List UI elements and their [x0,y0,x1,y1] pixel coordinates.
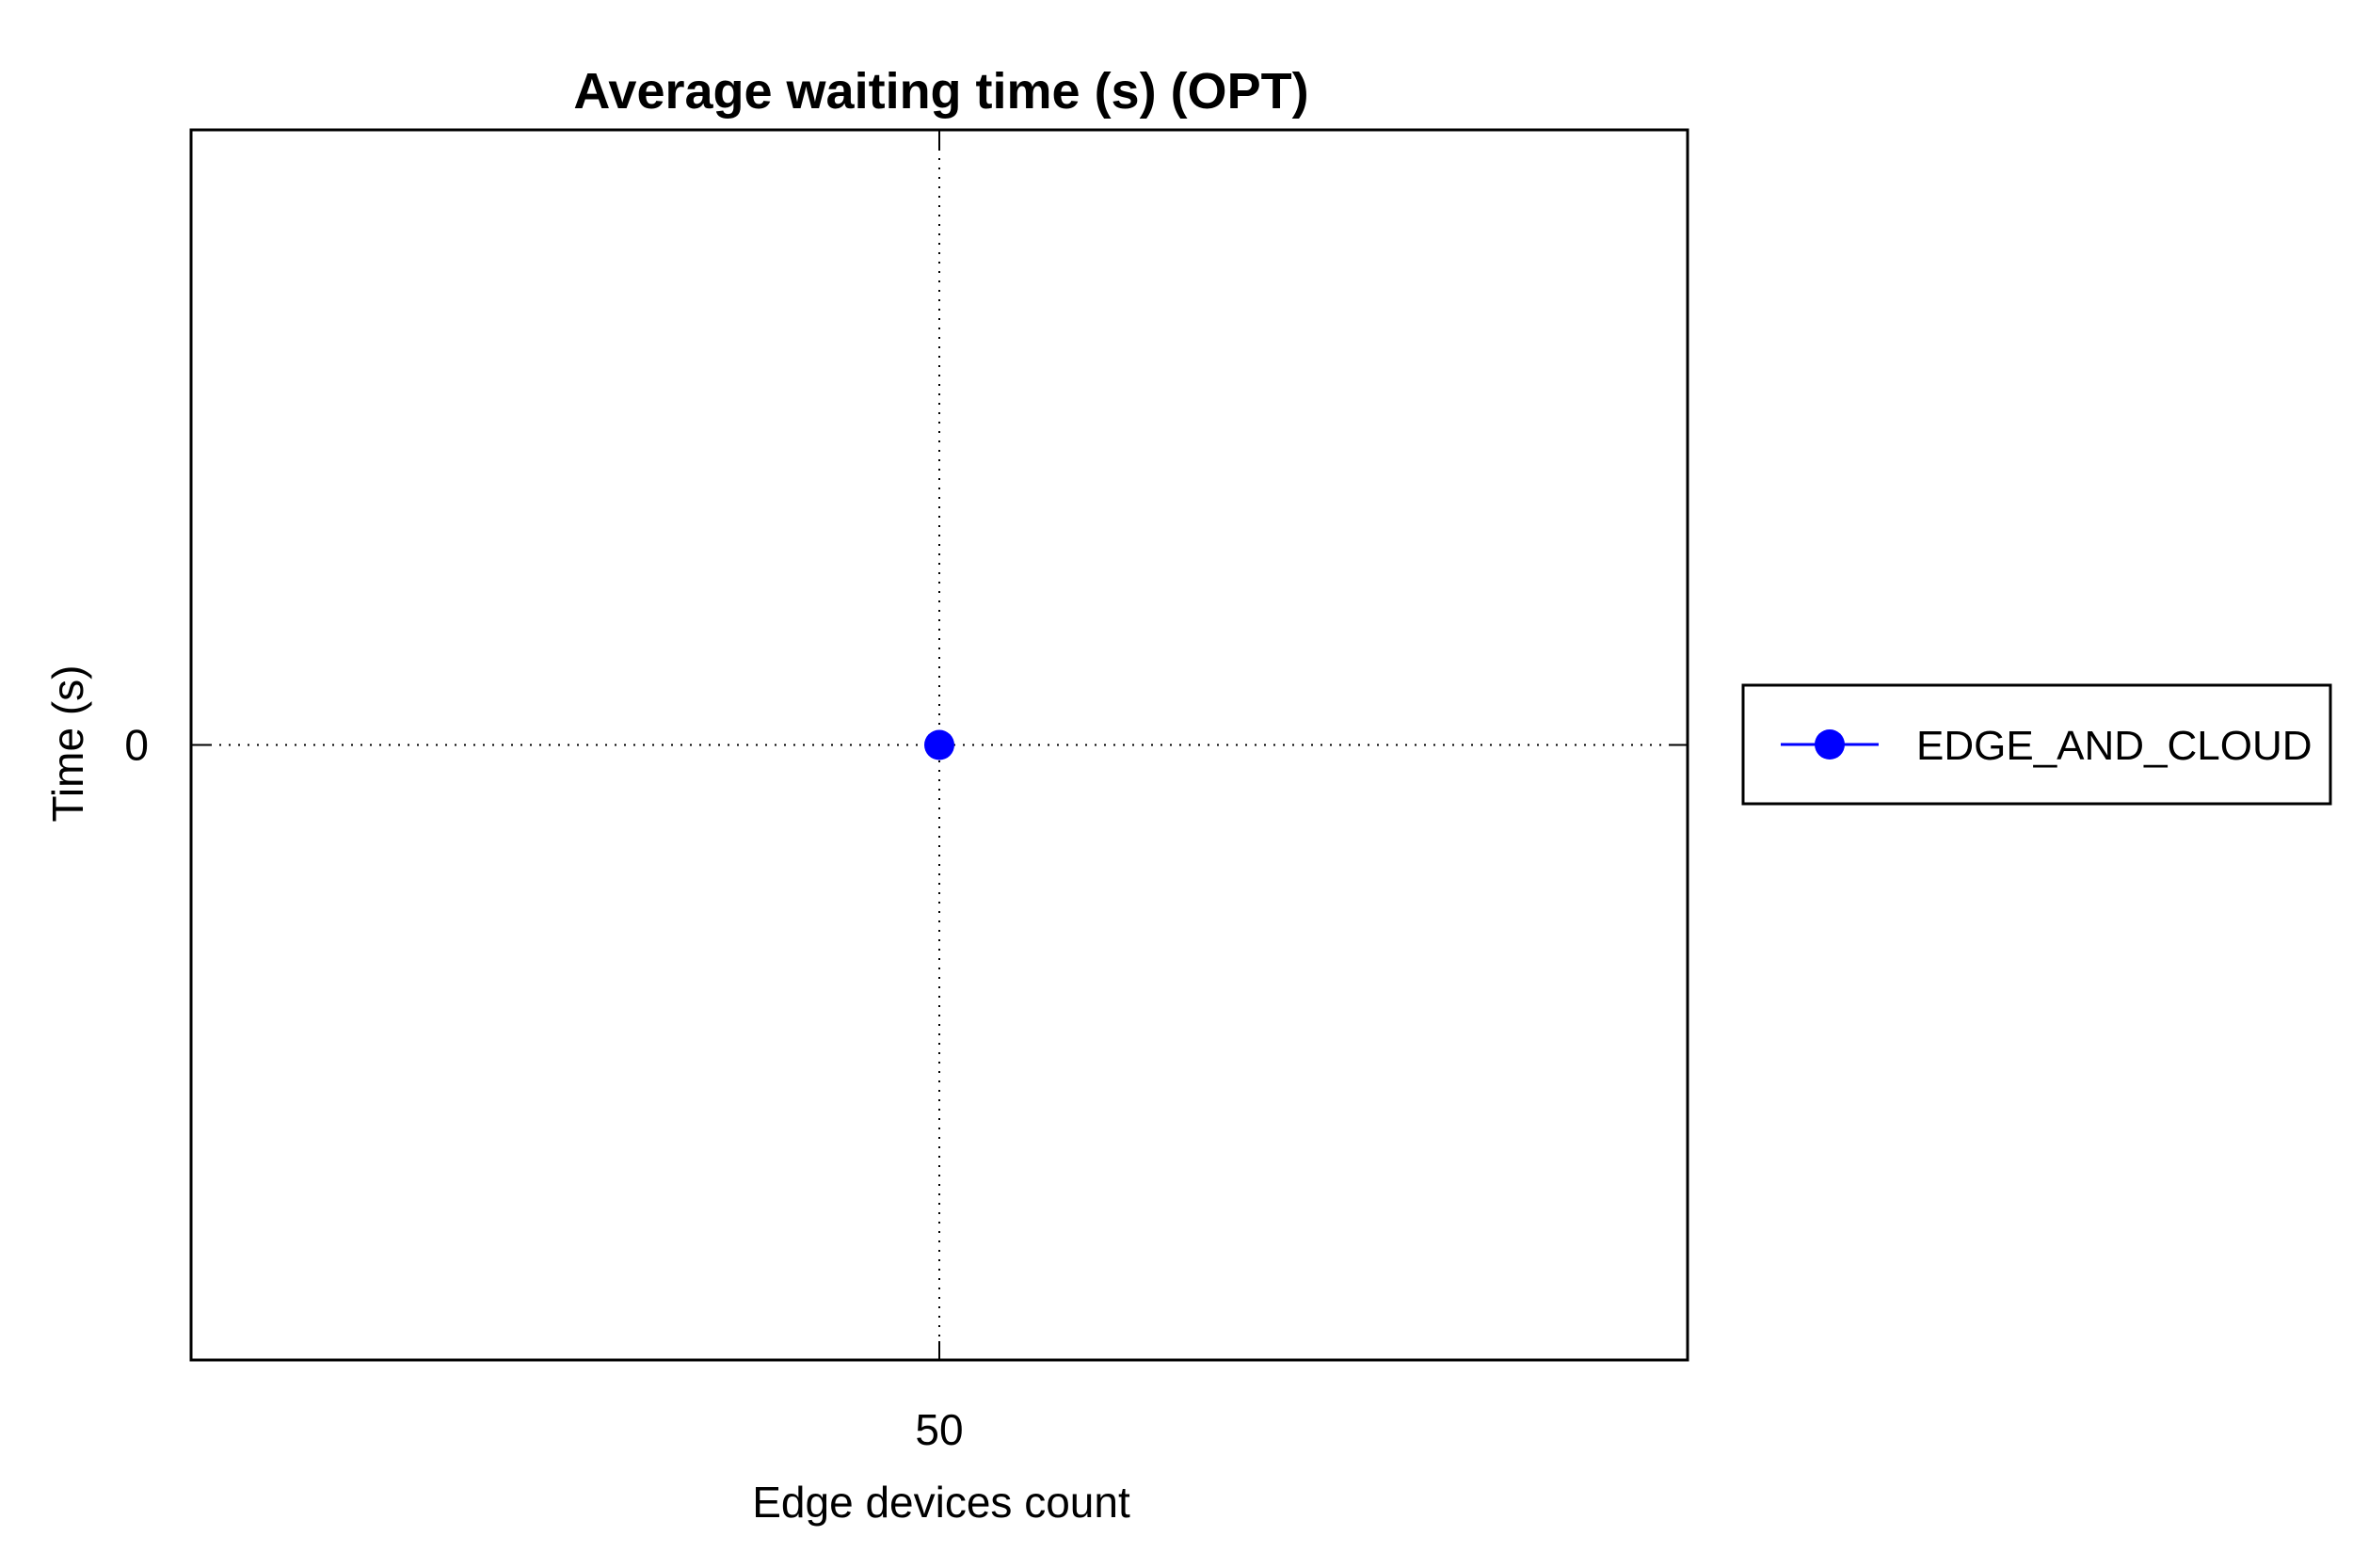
chart-title: Average waiting time (s) (OPT) [573,63,1308,120]
y-axis-label: Time (s) [43,665,92,823]
legend-marker-edge-and-cloud [1815,729,1845,760]
data-point [924,729,954,760]
x-axis-label: Edge devices count [752,1478,1130,1527]
y-tick-label: 0 [124,721,149,770]
legend: EDGE_AND_CLOUD [1741,683,2332,806]
x-tick-label: 50 [915,1405,963,1454]
legend-label-edge-and-cloud: EDGE_AND_CLOUD [1916,723,2313,769]
data-marks [924,729,954,760]
axis-ticks: 50 0 [124,130,1688,1454]
